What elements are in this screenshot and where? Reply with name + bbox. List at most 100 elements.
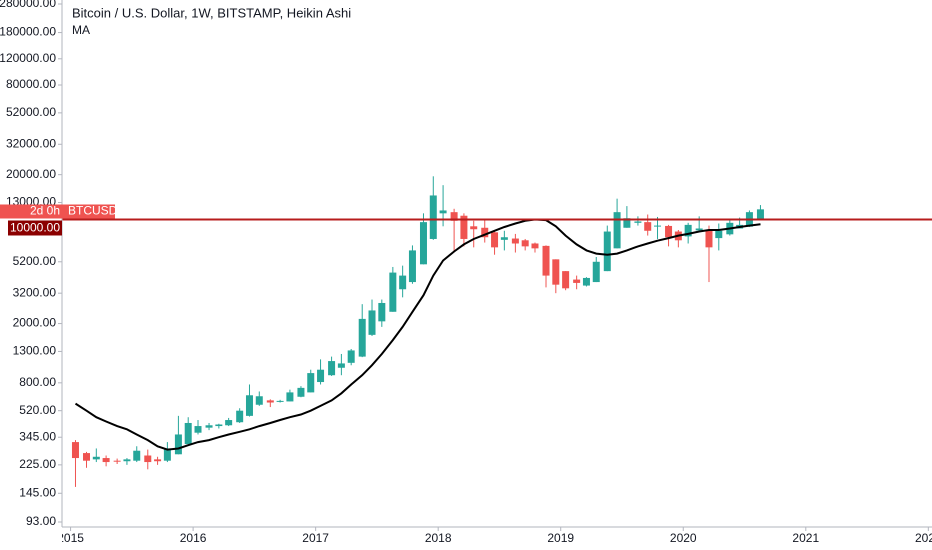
y-tick-label: 145.00 [19,485,56,499]
candle-body [419,222,427,265]
candle-body [368,310,376,335]
y-tick-label: 120000.00 [0,51,56,65]
candle-body [460,215,468,239]
candle-body [684,224,692,237]
candle-body [491,232,499,248]
ma-line [74,218,761,451]
candle-body [92,456,100,460]
y-tick-label: 5200.00 [13,254,57,268]
y-tick-label: 180000.00 [0,25,56,39]
candle-body [174,434,182,455]
candle-body [756,209,764,219]
candle-body [205,425,213,428]
candle-body [470,226,478,230]
candle-body [328,361,336,376]
x-tick-label: 2020 [670,531,697,545]
candle-body [500,237,508,240]
candle-body [644,222,652,231]
candle-body [592,261,600,283]
x-tick-label: 2016 [180,531,207,545]
y-tick-label: 52000.00 [6,105,56,119]
candle-body [715,230,723,239]
candle-body [337,363,345,368]
candle-body [286,392,294,402]
candle-body [83,453,91,461]
candle-body [276,400,284,402]
candle-body [705,229,713,248]
candle-body [71,442,79,459]
candle-body [113,460,121,462]
candle-body [511,238,519,244]
candle-body [481,227,489,238]
candle-body [429,195,437,239]
candle-body [154,459,162,462]
candle-body [582,277,590,286]
candle-body [307,373,315,393]
candle-body [163,448,171,461]
candle-body [408,250,416,283]
x-tick-label: 2015 [57,531,84,545]
candle-body [665,225,673,238]
last-label-box [0,204,115,219]
candle-body [623,218,631,228]
candle-body [562,271,570,289]
x-tick-label: 2018 [425,531,452,545]
candle-body [194,426,202,433]
candle-body [531,243,539,249]
candle-body [613,212,621,249]
candle-body [255,396,263,405]
y-tick-label: 2000.00 [13,316,57,330]
x-tick-label: 2019 [547,531,574,545]
candle-body [378,302,386,322]
hline-label: 10000.00 [10,221,60,235]
indicator-label: MA [72,23,90,37]
candle-body [347,350,355,363]
y-tick-label: 3200.00 [13,285,57,299]
y-tick-label: 520.00 [19,403,56,417]
candle-body [123,459,131,462]
y-tick-label: 32000.00 [6,136,56,150]
last-label-symbol: BTCUSD [68,204,118,218]
candle-body [450,212,458,221]
y-axis-panel [0,0,62,550]
x-tick-label: 2021 [792,531,819,545]
candle-body [573,279,581,283]
candle-body [266,400,274,403]
last-label-time: 2d 0h [30,204,60,218]
hline-label-box [8,220,62,236]
y-tick-label: 800.00 [19,375,56,389]
candle-body [236,410,244,423]
candle-body [389,272,397,312]
y-tick-label: 225.00 [19,457,56,471]
y-tick-label: 80000.00 [6,77,56,91]
candle-body [654,225,662,227]
candle-body [439,210,447,214]
candle-body [133,450,141,461]
y-tick-label: 280000.00 [0,0,56,10]
candle-body [521,240,529,247]
candle-body [552,259,560,285]
candle-body [317,369,325,383]
candle-body [297,387,305,397]
candle-body [102,458,110,463]
x-tick-label: 2017 [302,531,329,545]
candle-body [603,231,611,272]
candle-body [634,221,642,223]
candle-body [215,424,223,427]
y-tick-label: 93.00 [26,514,56,528]
candle-body [399,275,407,290]
candle-body [542,245,550,276]
y-tick-label: 1300.00 [13,344,57,358]
y-tick-label: 20000.00 [6,167,56,181]
y-tick-label: 345.00 [19,429,56,443]
chart-title: Bitcoin / U.S. Dollar, 1W, BITSTAMP, Hei… [72,5,351,20]
candle-body [144,455,152,463]
candle-body [245,395,253,416]
candle-body [695,228,703,231]
candle-body [184,422,192,445]
candle-body [225,420,233,426]
